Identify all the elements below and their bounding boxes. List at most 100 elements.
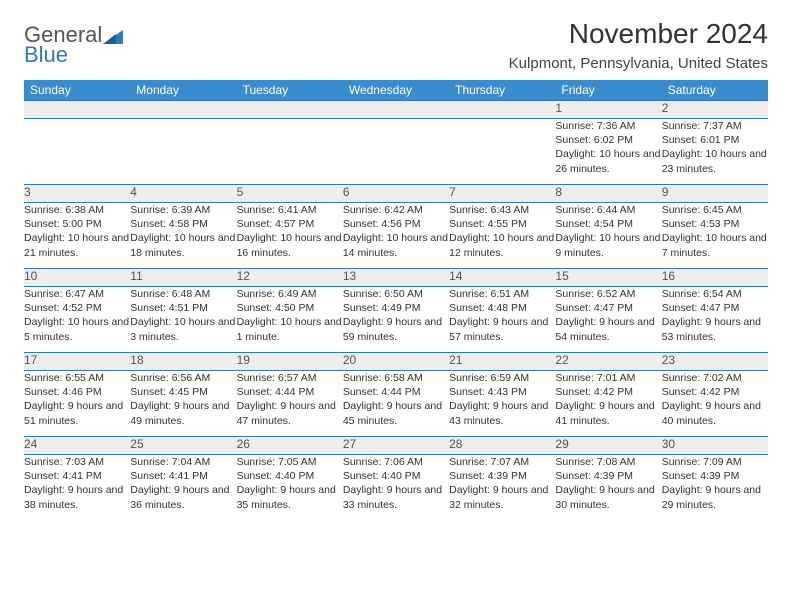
day-detail-cell bbox=[130, 119, 236, 185]
sunrise-text: Sunrise: 7:06 AM bbox=[343, 455, 449, 469]
day-number-cell: 17 bbox=[24, 353, 130, 371]
day-number-cell: 14 bbox=[449, 269, 555, 287]
day-number-cell: 25 bbox=[130, 437, 236, 455]
day-number-cell: 6 bbox=[343, 185, 449, 203]
day-number-cell: 12 bbox=[237, 269, 343, 287]
daylight-text: Daylight: 10 hours and 16 minutes. bbox=[237, 231, 343, 259]
column-header: Wednesday bbox=[343, 80, 449, 101]
daylight-text: Daylight: 9 hours and 59 minutes. bbox=[343, 315, 449, 343]
sunrise-text: Sunrise: 7:04 AM bbox=[130, 455, 236, 469]
sunset-text: Sunset: 4:45 PM bbox=[130, 385, 236, 399]
daylight-text: Daylight: 9 hours and 53 minutes. bbox=[662, 315, 768, 343]
sunset-text: Sunset: 4:50 PM bbox=[237, 301, 343, 315]
logo: GeneralBlue bbox=[24, 24, 123, 66]
sunset-text: Sunset: 4:52 PM bbox=[24, 301, 130, 315]
sunset-text: Sunset: 4:40 PM bbox=[343, 469, 449, 483]
daylight-text: Daylight: 10 hours and 9 minutes. bbox=[555, 231, 661, 259]
day-number-cell: 19 bbox=[237, 353, 343, 371]
logo-text-blue: Blue bbox=[24, 44, 123, 66]
column-header: Tuesday bbox=[237, 80, 343, 101]
sunrise-text: Sunrise: 6:43 AM bbox=[449, 203, 555, 217]
day-number-cell: 1 bbox=[555, 101, 661, 119]
daylight-text: Daylight: 10 hours and 26 minutes. bbox=[555, 147, 661, 175]
daylight-text: Daylight: 10 hours and 14 minutes. bbox=[343, 231, 449, 259]
day-detail-cell: Sunrise: 7:37 AMSunset: 6:01 PMDaylight:… bbox=[662, 119, 768, 185]
column-header: Monday bbox=[130, 80, 236, 101]
day-detail-cell: Sunrise: 7:07 AMSunset: 4:39 PMDaylight:… bbox=[449, 455, 555, 521]
day-detail-cell: Sunrise: 6:51 AMSunset: 4:48 PMDaylight:… bbox=[449, 287, 555, 353]
day-number-cell: 30 bbox=[662, 437, 768, 455]
sunset-text: Sunset: 4:43 PM bbox=[449, 385, 555, 399]
sunset-text: Sunset: 4:48 PM bbox=[449, 301, 555, 315]
day-number-cell: 21 bbox=[449, 353, 555, 371]
daylight-text: Daylight: 10 hours and 18 minutes. bbox=[130, 231, 236, 259]
day-detail-cell: Sunrise: 7:06 AMSunset: 4:40 PMDaylight:… bbox=[343, 455, 449, 521]
day-detail-cell bbox=[24, 119, 130, 185]
sunrise-text: Sunrise: 6:50 AM bbox=[343, 287, 449, 301]
sunset-text: Sunset: 4:42 PM bbox=[555, 385, 661, 399]
daylight-text: Daylight: 10 hours and 21 minutes. bbox=[24, 231, 130, 259]
sunset-text: Sunset: 4:55 PM bbox=[449, 217, 555, 231]
day-number-cell: 18 bbox=[130, 353, 236, 371]
day-detail-cell: Sunrise: 7:01 AMSunset: 4:42 PMDaylight:… bbox=[555, 371, 661, 437]
page-title: November 2024 bbox=[509, 18, 768, 50]
day-number-cell: 9 bbox=[662, 185, 768, 203]
day-number-cell: 5 bbox=[237, 185, 343, 203]
sunset-text: Sunset: 4:41 PM bbox=[24, 469, 130, 483]
column-header: Sunday bbox=[24, 80, 130, 101]
day-number-cell: 29 bbox=[555, 437, 661, 455]
day-number-cell: 7 bbox=[449, 185, 555, 203]
sunrise-text: Sunrise: 6:55 AM bbox=[24, 371, 130, 385]
sunrise-text: Sunrise: 7:05 AM bbox=[237, 455, 343, 469]
daylight-text: Daylight: 9 hours and 36 minutes. bbox=[130, 483, 236, 511]
day-detail-cell: Sunrise: 7:36 AMSunset: 6:02 PMDaylight:… bbox=[555, 119, 661, 185]
day-detail-cell: Sunrise: 6:38 AMSunset: 5:00 PMDaylight:… bbox=[24, 203, 130, 269]
day-detail-cell: Sunrise: 6:59 AMSunset: 4:43 PMDaylight:… bbox=[449, 371, 555, 437]
day-number-cell: 11 bbox=[130, 269, 236, 287]
day-number-cell: 2 bbox=[662, 101, 768, 119]
daylight-text: Daylight: 9 hours and 38 minutes. bbox=[24, 483, 130, 511]
sunset-text: Sunset: 4:49 PM bbox=[343, 301, 449, 315]
daylight-text: Daylight: 9 hours and 43 minutes. bbox=[449, 399, 555, 427]
daylight-text: Daylight: 9 hours and 51 minutes. bbox=[24, 399, 130, 427]
day-detail-cell: Sunrise: 6:47 AMSunset: 4:52 PMDaylight:… bbox=[24, 287, 130, 353]
daylight-text: Daylight: 9 hours and 49 minutes. bbox=[130, 399, 236, 427]
day-detail-cell: Sunrise: 7:03 AMSunset: 4:41 PMDaylight:… bbox=[24, 455, 130, 521]
sunrise-text: Sunrise: 7:37 AM bbox=[662, 119, 768, 133]
day-detail-cell bbox=[237, 119, 343, 185]
day-number-cell: 8 bbox=[555, 185, 661, 203]
day-number-cell: 13 bbox=[343, 269, 449, 287]
day-detail-cell: Sunrise: 6:48 AMSunset: 4:51 PMDaylight:… bbox=[130, 287, 236, 353]
sunrise-text: Sunrise: 6:54 AM bbox=[662, 287, 768, 301]
daylight-text: Daylight: 9 hours and 54 minutes. bbox=[555, 315, 661, 343]
day-detail-cell: Sunrise: 6:55 AMSunset: 4:46 PMDaylight:… bbox=[24, 371, 130, 437]
daylight-text: Daylight: 10 hours and 1 minute. bbox=[237, 315, 343, 343]
sunrise-text: Sunrise: 6:45 AM bbox=[662, 203, 768, 217]
day-detail-cell: Sunrise: 6:50 AMSunset: 4:49 PMDaylight:… bbox=[343, 287, 449, 353]
day-number-cell bbox=[24, 101, 130, 119]
day-number-cell: 16 bbox=[662, 269, 768, 287]
sunset-text: Sunset: 5:00 PM bbox=[24, 217, 130, 231]
sunrise-text: Sunrise: 6:51 AM bbox=[449, 287, 555, 301]
sunset-text: Sunset: 6:01 PM bbox=[662, 133, 768, 147]
sunset-text: Sunset: 4:47 PM bbox=[555, 301, 661, 315]
day-detail-cell: Sunrise: 6:56 AMSunset: 4:45 PMDaylight:… bbox=[130, 371, 236, 437]
sunrise-text: Sunrise: 6:56 AM bbox=[130, 371, 236, 385]
sunrise-text: Sunrise: 6:41 AM bbox=[237, 203, 343, 217]
day-detail-cell: Sunrise: 7:09 AMSunset: 4:39 PMDaylight:… bbox=[662, 455, 768, 521]
daylight-text: Daylight: 9 hours and 57 minutes. bbox=[449, 315, 555, 343]
sunrise-text: Sunrise: 6:59 AM bbox=[449, 371, 555, 385]
day-detail-cell: Sunrise: 6:45 AMSunset: 4:53 PMDaylight:… bbox=[662, 203, 768, 269]
sunrise-text: Sunrise: 6:52 AM bbox=[555, 287, 661, 301]
day-detail-cell: Sunrise: 6:52 AMSunset: 4:47 PMDaylight:… bbox=[555, 287, 661, 353]
daylight-text: Daylight: 9 hours and 40 minutes. bbox=[662, 399, 768, 427]
daylight-text: Daylight: 9 hours and 35 minutes. bbox=[237, 483, 343, 511]
sunrise-text: Sunrise: 6:49 AM bbox=[237, 287, 343, 301]
sunrise-text: Sunrise: 7:09 AM bbox=[662, 455, 768, 469]
day-number-cell: 23 bbox=[662, 353, 768, 371]
day-number-cell: 10 bbox=[24, 269, 130, 287]
column-header: Thursday bbox=[449, 80, 555, 101]
sunrise-text: Sunrise: 6:39 AM bbox=[130, 203, 236, 217]
day-detail-cell: Sunrise: 6:42 AMSunset: 4:56 PMDaylight:… bbox=[343, 203, 449, 269]
daylight-text: Daylight: 10 hours and 7 minutes. bbox=[662, 231, 768, 259]
